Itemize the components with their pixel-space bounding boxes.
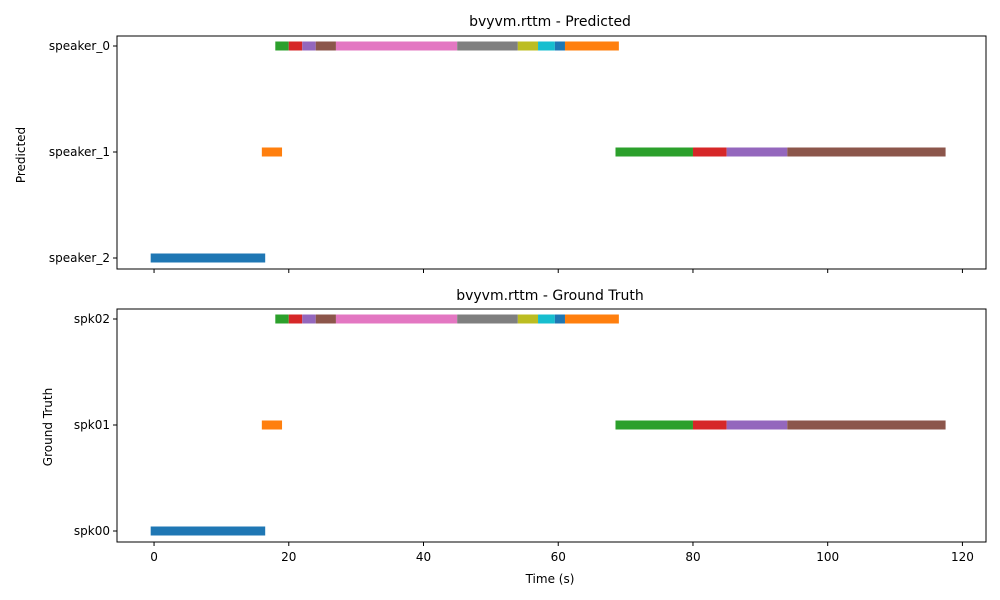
segment-bar bbox=[517, 314, 539, 324]
predicted-panel: bvyvm.rttm - Predicted Predicted speaker… bbox=[14, 14, 987, 273]
segment-bar bbox=[275, 41, 289, 51]
segment-bar bbox=[554, 314, 565, 324]
segment-bar bbox=[335, 314, 458, 324]
segment-bar bbox=[692, 420, 727, 430]
segment-bar bbox=[554, 41, 565, 51]
x-tick-label: 20 bbox=[281, 550, 296, 564]
y-tick-label: spk00 bbox=[74, 524, 110, 538]
segment-bar bbox=[692, 147, 727, 157]
x-axis-label: Time (s) bbox=[525, 572, 575, 586]
segment-bar bbox=[315, 41, 336, 51]
segment-bar bbox=[302, 41, 316, 51]
x-tick-label: 100 bbox=[816, 550, 839, 564]
predicted-x-ticks bbox=[153, 269, 963, 273]
segment-bar bbox=[787, 147, 946, 157]
segment-bar bbox=[150, 526, 266, 536]
segment-bar bbox=[457, 314, 518, 324]
ground-truth-title: bvyvm.rttm - Ground Truth bbox=[456, 288, 644, 304]
x-tick-label: 80 bbox=[685, 550, 700, 564]
segment-bar bbox=[564, 314, 619, 324]
y-tick-label: speaker_2 bbox=[49, 251, 110, 265]
segment-bar bbox=[315, 314, 336, 324]
predicted-segments bbox=[150, 41, 946, 263]
x-tick-label: 60 bbox=[551, 550, 566, 564]
segment-bar bbox=[726, 420, 788, 430]
predicted-ylabel: Predicted bbox=[14, 127, 28, 183]
x-tick-label: 120 bbox=[951, 550, 974, 564]
segment-bar bbox=[288, 41, 303, 51]
segment-bar bbox=[150, 253, 266, 263]
segment-bar bbox=[538, 41, 555, 51]
segment-bar bbox=[288, 314, 303, 324]
segment-bar bbox=[615, 420, 693, 430]
segment-bar bbox=[261, 147, 283, 157]
segment-bar bbox=[538, 314, 555, 324]
segment-bar bbox=[302, 314, 316, 324]
y-tick-label: spk02 bbox=[74, 312, 110, 326]
segment-bar bbox=[457, 41, 518, 51]
segment-bar bbox=[275, 314, 289, 324]
segment-bar bbox=[335, 41, 458, 51]
segment-bar bbox=[261, 420, 283, 430]
ground-truth-panel: bvyvm.rttm - Ground Truth Ground Truth s… bbox=[41, 288, 987, 586]
y-tick-label: speaker_0 bbox=[49, 39, 110, 53]
segment-bar bbox=[615, 147, 693, 157]
x-tick-label: 40 bbox=[416, 550, 431, 564]
ground-truth-x-ticks: 0 20 40 60 80 100 120 bbox=[150, 542, 974, 564]
segment-bar bbox=[564, 41, 619, 51]
ground-truth-axes-frame bbox=[116, 308, 987, 543]
ground-truth-segments bbox=[150, 314, 946, 536]
x-tick-label: 0 bbox=[150, 550, 158, 564]
segment-bar bbox=[787, 420, 946, 430]
predicted-y-ticks: speaker_0 speaker_1 speaker_2 bbox=[49, 39, 117, 265]
y-tick-label: speaker_1 bbox=[49, 145, 110, 159]
predicted-axes-frame bbox=[116, 35, 987, 270]
segment-bar bbox=[517, 41, 539, 51]
ground-truth-ylabel: Ground Truth bbox=[41, 388, 55, 466]
segment-bar bbox=[726, 147, 788, 157]
ground-truth-y-ticks: spk02 spk01 spk00 bbox=[74, 312, 117, 538]
predicted-title: bvyvm.rttm - Predicted bbox=[469, 14, 631, 30]
y-tick-label: spk01 bbox=[74, 418, 110, 432]
